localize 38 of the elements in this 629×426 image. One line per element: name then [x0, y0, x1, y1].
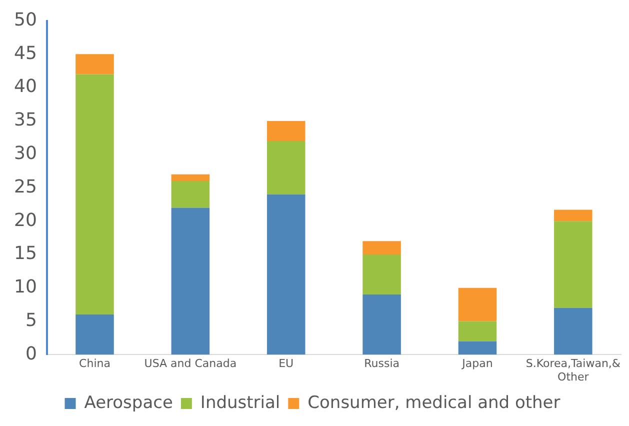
- bar: [266, 194, 306, 355]
- x-tick-label: Russia: [364, 357, 400, 370]
- bar: [171, 174, 210, 182]
- bar: [458, 341, 497, 355]
- y-tick-label: 15: [14, 243, 37, 264]
- x-tick-label: S.Korea,Taiwan,& Other: [526, 357, 621, 384]
- bar: [171, 181, 210, 208]
- bar: [362, 254, 401, 295]
- y-tick-label: 10: [14, 276, 37, 298]
- x-tick-label: Japan: [461, 357, 493, 370]
- y-tick-label: 50: [14, 9, 37, 30]
- bar: [458, 288, 497, 322]
- bar: [362, 294, 401, 355]
- y-tick-label: 45: [14, 42, 37, 64]
- bar: [458, 321, 497, 342]
- legend-label: Aerospace: [84, 392, 173, 413]
- bar: [76, 54, 114, 74]
- y-tick-label: 30: [14, 142, 37, 164]
- bar: [554, 308, 592, 355]
- bar: [76, 314, 114, 355]
- x-tick-label: USA and Canada: [144, 357, 237, 370]
- bar: [362, 241, 401, 254]
- x-tick-label: EU: [278, 357, 294, 370]
- y-tick-label: 5: [25, 310, 37, 331]
- bar: [554, 221, 592, 308]
- legend-label: Consumer, medical and other: [308, 392, 560, 413]
- bar: [266, 120, 306, 141]
- y-tick-label: 35: [14, 110, 37, 131]
- x-tick-label: China: [79, 357, 110, 370]
- bar: [76, 74, 114, 315]
- y-tick-label: 40: [14, 76, 37, 98]
- bar: [266, 140, 306, 194]
- bar: [554, 210, 592, 222]
- y-tick-label: 20: [14, 210, 37, 231]
- y-tick-label: 25: [14, 176, 37, 198]
- legend-label: Industrial: [200, 392, 280, 413]
- y-tick-label: 0: [25, 343, 37, 364]
- bar: [171, 208, 210, 355]
